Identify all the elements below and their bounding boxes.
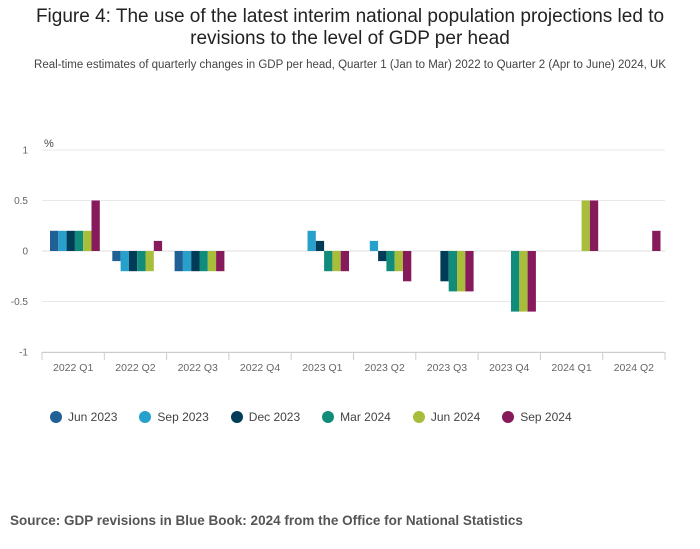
legend: Jun 2023 Sep 2023 Dec 2023 Mar 2024 Jun 2024…: [50, 407, 594, 427]
y-axis-unit-label: %: [44, 138, 54, 150]
x-tick-label: 2023 Q3: [427, 362, 467, 374]
legend-item[interactable]: Jun 2024: [412, 410, 481, 424]
bar[interactable]: [324, 251, 333, 272]
x-tick-label: 2023 Q2: [365, 362, 405, 374]
legend-swatch: [230, 411, 243, 423]
y-axis-ticks: 1 0.5 0 -0.5 -1: [11, 146, 29, 359]
bar[interactable]: [207, 251, 217, 272]
bar[interactable]: [315, 240, 325, 251]
legend-item[interactable]: Sep 2023: [139, 410, 209, 424]
bar[interactable]: [340, 251, 349, 272]
bar[interactable]: [448, 251, 457, 292]
legend-swatch: [502, 411, 515, 423]
y-tick-label: -1: [19, 348, 28, 359]
legend-label: Mar 2024: [340, 410, 391, 424]
bar[interactable]: [307, 230, 316, 251]
bar[interactable]: [174, 251, 183, 272]
chart-subtitle: Real-time estimates of quarterly changes…: [34, 59, 666, 71]
bar[interactable]: [394, 251, 403, 272]
bar[interactable]: [120, 251, 129, 272]
bar[interactable]: [581, 200, 590, 252]
bar[interactable]: [527, 251, 536, 312]
bar[interactable]: [216, 251, 225, 272]
legend-item[interactable]: Sep 2024: [502, 410, 572, 424]
bar[interactable]: [58, 230, 67, 251]
bar[interactable]: [50, 230, 59, 251]
bar[interactable]: [378, 251, 387, 262]
bar[interactable]: [332, 251, 341, 272]
x-tick-label: 2022 Q1: [53, 362, 93, 374]
bar[interactable]: [66, 230, 75, 251]
x-tick-label: 2023 Q1: [302, 362, 342, 374]
legend-label: Dec 2023: [248, 410, 301, 424]
bar[interactable]: [511, 251, 520, 312]
x-tick-label: 2022 Q2: [115, 362, 155, 374]
bar[interactable]: [440, 251, 449, 282]
bar[interactable]: [83, 230, 92, 251]
bar[interactable]: [128, 251, 138, 272]
source-note: Source: GDP revisions in Blue Book: 2024…: [10, 513, 523, 528]
bar[interactable]: [145, 251, 154, 272]
legend-swatch: [412, 411, 425, 423]
x-tick-label: 2024 Q1: [551, 362, 591, 374]
bar[interactable]: [589, 200, 599, 252]
bar[interactable]: [112, 251, 121, 262]
x-tick-label: 2023 Q4: [489, 362, 529, 374]
legend-label: Jun 2024: [430, 410, 481, 424]
y-tick-label: 0: [22, 247, 28, 258]
bar[interactable]: [153, 240, 163, 251]
chart-title: Figure 4: The use of the latest interim …: [35, 6, 665, 49]
legend-swatch: [139, 411, 152, 423]
bar[interactable]: [137, 251, 146, 272]
x-axis: 2022 Q1 2022 Q2 2022 Q3 2022 Q4 2023 Q1 2023 …: [41, 352, 666, 374]
legend-item[interactable]: Jun 2023: [50, 410, 117, 424]
legend-label: Sep 2024: [520, 410, 572, 424]
bar[interactable]: [199, 251, 208, 272]
y-tick-label: -0.5: [11, 297, 29, 308]
bar[interactable]: [191, 251, 200, 272]
bar[interactable]: [369, 240, 379, 251]
legend-swatch: [322, 411, 335, 423]
legend-label: Sep 2023: [157, 410, 209, 424]
legend-label: Jun 2023: [68, 410, 118, 424]
bar[interactable]: [403, 251, 412, 282]
y-tick-label: 1: [22, 146, 28, 157]
bar[interactable]: [519, 251, 528, 312]
bar[interactable]: [386, 251, 395, 272]
bar[interactable]: [91, 200, 100, 252]
bars: [50, 200, 661, 312]
legend-swatch: [50, 411, 62, 423]
bar[interactable]: [74, 230, 84, 251]
x-tick-label: 2022 Q4: [240, 362, 280, 374]
y-tick-label: 0.5: [14, 196, 28, 207]
legend-item[interactable]: Mar 2024: [322, 410, 391, 424]
bar-chart: 10.50-0.5-1 % 2022 Q1 2022 Q2 2022 Q3 2022 …: [11, 138, 666, 374]
bar[interactable]: [652, 230, 661, 251]
bar[interactable]: [465, 251, 474, 292]
bar[interactable]: [182, 251, 192, 272]
legend-item[interactable]: Dec 2023: [230, 410, 301, 424]
x-tick-label: 2022 Q3: [178, 362, 218, 374]
x-tick-label: 2024 Q2: [614, 362, 654, 374]
bar[interactable]: [457, 251, 466, 292]
